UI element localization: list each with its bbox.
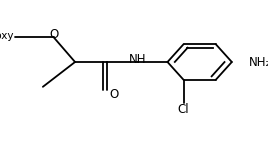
Text: methoxy: methoxy — [0, 31, 13, 41]
Text: NH: NH — [129, 53, 147, 66]
Text: Cl: Cl — [178, 103, 189, 116]
Text: O: O — [109, 88, 118, 101]
Text: NH₂: NH₂ — [249, 55, 268, 69]
Text: O: O — [49, 28, 58, 41]
